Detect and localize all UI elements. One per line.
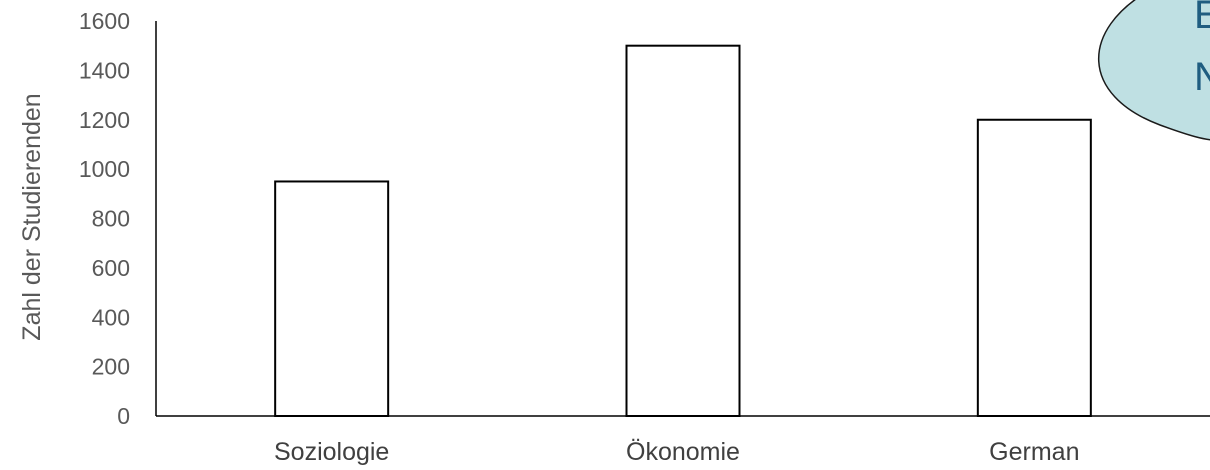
- bar: [976, 118, 1092, 417]
- bar: [274, 180, 390, 417]
- y-axis-ticks: 0 200 400 600 800 1000 1200 1400 1600: [79, 8, 130, 429]
- y-tick-label: 800: [92, 206, 130, 232]
- y-tick-label: 1200: [79, 107, 130, 133]
- callout-shape: [1098, 0, 1210, 141]
- callout-text-line-2: N: [1194, 55, 1210, 99]
- y-tick-label: 400: [92, 304, 130, 330]
- x-category-label: German: [989, 438, 1079, 466]
- bars: [274, 44, 1092, 417]
- y-tick-label: 1400: [79, 57, 130, 83]
- bar: [625, 44, 741, 417]
- y-tick-label: 1600: [79, 8, 130, 34]
- y-axis-title: Zahl der Studierenden: [18, 93, 46, 340]
- y-tick-label: 0: [117, 403, 130, 429]
- x-category-label: Soziologie: [274, 438, 389, 466]
- callout-text-line-1: E: [1194, 0, 1210, 37]
- x-axis-labels: Soziologie Ökonomie German: [274, 438, 1080, 466]
- callout-bubble: E N: [1098, 0, 1210, 141]
- x-category-label: Ökonomie: [626, 438, 740, 466]
- y-tick-label: 200: [92, 354, 130, 380]
- y-tick-label: 600: [92, 255, 130, 281]
- y-tick-label: 1000: [79, 156, 130, 182]
